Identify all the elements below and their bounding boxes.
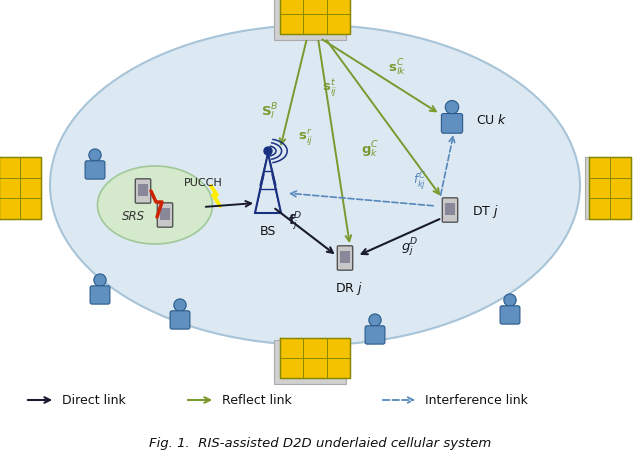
Text: CU $k$: CU $k$ xyxy=(476,113,508,127)
FancyBboxPatch shape xyxy=(274,340,346,384)
Text: $\mathbf{S}_l^B$: $\mathbf{S}_l^B$ xyxy=(261,102,279,122)
FancyBboxPatch shape xyxy=(340,251,349,263)
FancyBboxPatch shape xyxy=(157,203,173,227)
Text: $\mathbf{s}_{ij}^r$: $\mathbf{s}_{ij}^r$ xyxy=(298,128,314,148)
Text: Interference link: Interference link xyxy=(425,393,528,406)
Circle shape xyxy=(89,149,101,161)
Text: SRS: SRS xyxy=(122,211,145,223)
FancyBboxPatch shape xyxy=(337,246,353,270)
Text: $\mathbf{g}_k^C$: $\mathbf{g}_k^C$ xyxy=(361,140,379,160)
FancyBboxPatch shape xyxy=(135,179,150,203)
FancyBboxPatch shape xyxy=(589,157,631,219)
Text: Reflect link: Reflect link xyxy=(222,393,292,406)
Text: DT $j$: DT $j$ xyxy=(472,203,499,220)
Ellipse shape xyxy=(97,166,212,244)
FancyBboxPatch shape xyxy=(161,208,170,220)
Text: Direct link: Direct link xyxy=(62,393,125,406)
Text: $f_{kj}^C$: $f_{kj}^C$ xyxy=(413,171,427,193)
FancyBboxPatch shape xyxy=(170,311,190,329)
FancyBboxPatch shape xyxy=(85,161,105,179)
FancyBboxPatch shape xyxy=(445,203,454,215)
Circle shape xyxy=(94,274,106,286)
Text: $\mathbf{s}_{lk}^C$: $\mathbf{s}_{lk}^C$ xyxy=(388,58,406,78)
Text: Fig. 1.  RIS-assisted D2D underlaied cellular system: Fig. 1. RIS-assisted D2D underlaied cell… xyxy=(149,436,491,450)
FancyBboxPatch shape xyxy=(442,114,463,133)
FancyBboxPatch shape xyxy=(365,326,385,344)
Text: $\mathbf{s}_{ij}^t$: $\mathbf{s}_{ij}^t$ xyxy=(323,77,337,99)
FancyBboxPatch shape xyxy=(280,338,350,378)
Text: BS: BS xyxy=(260,225,276,238)
Circle shape xyxy=(504,294,516,306)
FancyBboxPatch shape xyxy=(0,157,41,219)
FancyBboxPatch shape xyxy=(90,286,110,304)
Circle shape xyxy=(264,147,272,155)
Ellipse shape xyxy=(50,25,580,345)
Circle shape xyxy=(174,299,186,311)
Circle shape xyxy=(445,101,459,114)
FancyBboxPatch shape xyxy=(500,306,520,324)
Text: $g_j^D$: $g_j^D$ xyxy=(401,237,419,259)
FancyBboxPatch shape xyxy=(138,184,148,196)
FancyBboxPatch shape xyxy=(585,157,631,219)
Text: PUCCH: PUCCH xyxy=(184,178,222,188)
FancyBboxPatch shape xyxy=(280,0,350,34)
FancyBboxPatch shape xyxy=(0,157,41,219)
Circle shape xyxy=(369,314,381,326)
Text: $\mathbf{f}_j^D$: $\mathbf{f}_j^D$ xyxy=(288,211,302,233)
FancyBboxPatch shape xyxy=(442,198,458,222)
Text: DR $j$: DR $j$ xyxy=(335,280,363,297)
FancyBboxPatch shape xyxy=(274,0,346,40)
